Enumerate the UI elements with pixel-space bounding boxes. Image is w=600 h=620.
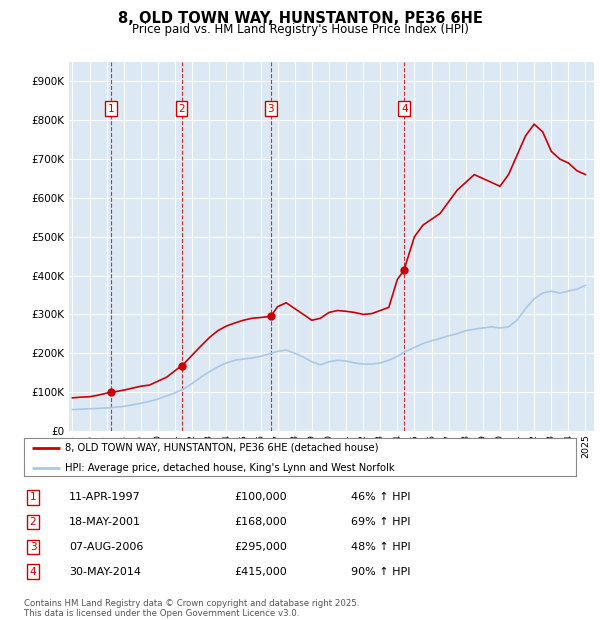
Text: 07-AUG-2006: 07-AUG-2006 [69,542,143,552]
Text: £168,000: £168,000 [234,517,287,527]
Text: £100,000: £100,000 [234,492,287,502]
Text: 48% ↑ HPI: 48% ↑ HPI [351,542,410,552]
Text: £415,000: £415,000 [234,567,287,577]
Text: 2: 2 [178,104,185,113]
Text: 2: 2 [29,517,37,527]
Text: 1: 1 [108,104,115,113]
Text: HPI: Average price, detached house, King's Lynn and West Norfolk: HPI: Average price, detached house, King… [65,463,395,472]
Text: 90% ↑ HPI: 90% ↑ HPI [351,567,410,577]
Text: Contains HM Land Registry data © Crown copyright and database right 2025.
This d: Contains HM Land Registry data © Crown c… [24,599,359,618]
Text: 4: 4 [401,104,407,113]
Text: 8, OLD TOWN WAY, HUNSTANTON, PE36 6HE: 8, OLD TOWN WAY, HUNSTANTON, PE36 6HE [118,11,482,26]
Text: 46% ↑ HPI: 46% ↑ HPI [351,492,410,502]
Text: 69% ↑ HPI: 69% ↑ HPI [351,517,410,527]
Text: Price paid vs. HM Land Registry's House Price Index (HPI): Price paid vs. HM Land Registry's House … [131,23,469,36]
Text: 18-MAY-2001: 18-MAY-2001 [69,517,141,527]
Text: 1: 1 [29,492,37,502]
Text: 4: 4 [29,567,37,577]
Text: 3: 3 [268,104,274,113]
Text: £295,000: £295,000 [234,542,287,552]
Text: 11-APR-1997: 11-APR-1997 [69,492,141,502]
Text: 8, OLD TOWN WAY, HUNSTANTON, PE36 6HE (detached house): 8, OLD TOWN WAY, HUNSTANTON, PE36 6HE (d… [65,443,379,453]
Text: 3: 3 [29,542,37,552]
Text: 30-MAY-2014: 30-MAY-2014 [69,567,141,577]
